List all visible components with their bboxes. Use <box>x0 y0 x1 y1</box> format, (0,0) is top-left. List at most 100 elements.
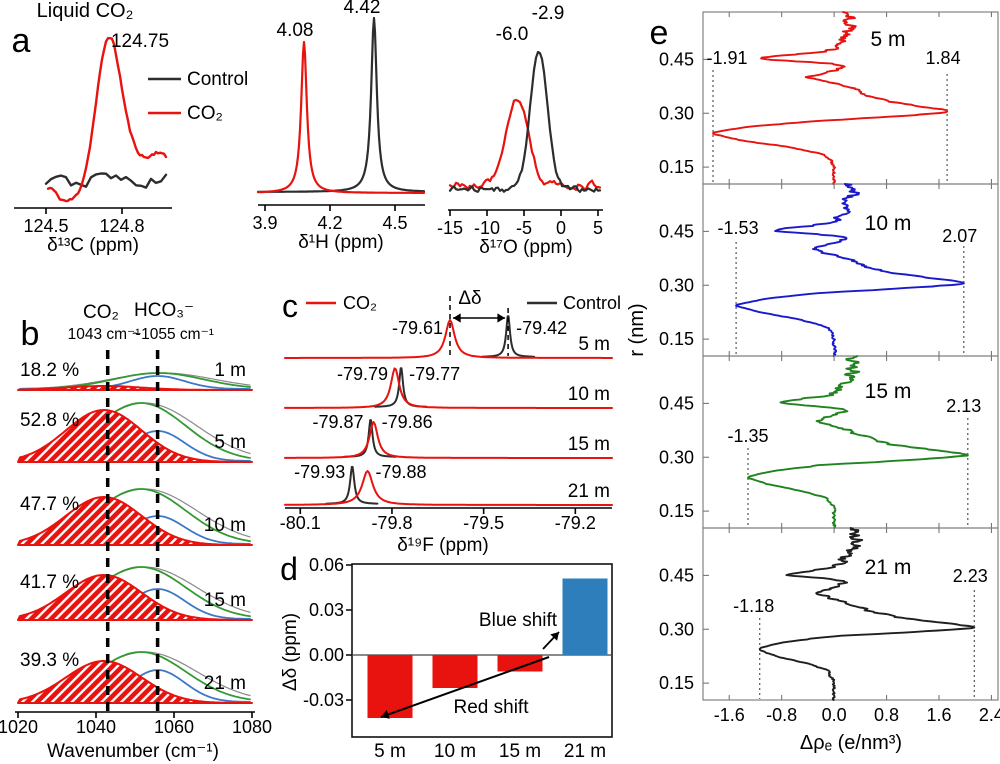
y-tick-label: -0.03 <box>303 690 344 710</box>
x-tick-label: -80.1 <box>280 513 321 533</box>
co2-fraction-label: 39.3 % <box>20 650 79 671</box>
plot-frame <box>351 563 613 738</box>
peak-value-label: -79.88 <box>376 462 427 482</box>
panel-e-label: e <box>650 14 669 52</box>
x-tick-label: 0.8 <box>874 705 899 725</box>
x-tick-label: 124.5 <box>23 216 68 236</box>
x-tick-label: 3.9 <box>252 213 277 233</box>
legend-label-control: Control <box>563 293 621 313</box>
panel-a-legend: Control CO₂ <box>148 69 248 124</box>
x-axis-title: δ¹³C (ppm) <box>47 235 139 256</box>
depth-label: 21 m <box>568 481 610 502</box>
co2-fraction-label: 47.7 % <box>20 494 79 515</box>
y-axis-title: r (nm) <box>626 303 648 356</box>
bar-21m <box>562 578 608 655</box>
y-tick-label: 0.45 <box>659 565 694 585</box>
co2-trace <box>284 470 613 506</box>
x-tick-label: -79.2 <box>555 513 596 533</box>
depth-label: 15 m <box>865 380 912 403</box>
x-category-label: 15 m <box>499 741 541 762</box>
nmr-row-10m: -79.79 -79.77 10 m <box>284 364 613 409</box>
x-category-label: 10 m <box>434 741 476 762</box>
peak-value-label: -79.42 <box>516 318 567 338</box>
depth-label: 15 m <box>204 590 246 611</box>
x-axis-title: Δρₑ (e/nm³) <box>800 732 902 754</box>
peak-value-label: -79.61 <box>392 318 443 338</box>
density-profile-trace <box>735 183 965 357</box>
bar-10m <box>432 655 478 688</box>
min-value-label: -1.91 <box>707 48 748 68</box>
co2-trace <box>284 367 613 409</box>
density-profile-trace <box>712 11 949 185</box>
legend-label-control: Control <box>187 69 248 90</box>
panel-d-label: d <box>280 551 298 587</box>
y-tick-label: 0.03 <box>309 600 344 620</box>
y-tick-label: 0.45 <box>659 221 694 241</box>
y-tick-label: 0.06 <box>309 555 344 575</box>
y-tick-label: 0.30 <box>659 619 694 639</box>
x-tick-label: -5 <box>516 218 532 238</box>
header-bicarb: HCO₃⁻ <box>134 300 194 321</box>
co2-trace <box>284 319 613 359</box>
x-tick-label: 1060 <box>154 717 194 737</box>
x-axis-title: δ¹H (ppm) <box>298 232 384 253</box>
x-axis-title: δ¹⁹F (ppm) <box>397 535 489 556</box>
profile-panel-10m: 0.45 0.30 0.15 -1.53 2.07 10 m <box>659 183 999 357</box>
x-tick-label: 124.8 <box>99 216 144 236</box>
control-trace <box>44 172 168 189</box>
min-value-label: -1.35 <box>727 426 768 446</box>
depth-label: 5 m <box>214 432 246 453</box>
y-tick-label: 0.15 <box>659 157 694 177</box>
y-tick-label: 0.15 <box>659 329 694 349</box>
depth-label: 1 m <box>214 360 246 381</box>
control-trace <box>448 50 602 193</box>
panel-b-label: b <box>21 315 40 353</box>
ftir-row-15m: 41.7 % 15 m <box>17 566 253 621</box>
x-tick-label: -79.8 <box>371 513 412 533</box>
y-tick-label: 0.30 <box>659 447 694 467</box>
peak-value-label: 4.08 <box>277 20 314 41</box>
depth-label: 21 m <box>204 673 246 694</box>
nmr-subplot-o17: -15 -10 -5 0 5 δ¹⁷O (ppm) -6.0-2.9 <box>437 3 603 258</box>
y-tick-label: 0.30 <box>659 275 694 295</box>
peak-value-label: -6.0 <box>496 24 529 45</box>
co2-fraction-label: 18.2 % <box>20 360 79 381</box>
bar-15m <box>497 655 543 672</box>
depth-label: 5 m <box>870 28 905 51</box>
x-tick-label: 1020 <box>0 717 38 737</box>
max-value-label: 2.13 <box>946 396 981 416</box>
legend-label-co2: CO₂ <box>187 103 223 124</box>
ftir-row-10m: 47.7 % 10 m <box>17 488 253 546</box>
x-category-label: 5 m <box>374 741 406 762</box>
x-tick-label: 0.0 <box>822 705 847 725</box>
co2-trace <box>256 40 426 194</box>
arrow-head <box>497 313 506 323</box>
x-tick-label: 4.2 <box>317 213 342 233</box>
peak-value-label: 4.42 <box>344 0 381 18</box>
peak-value-label: -79.77 <box>409 364 460 384</box>
x-tick-label: 0 <box>556 218 566 238</box>
ftir-row-5m: 52.8 % 5 m <box>17 402 253 463</box>
co2-band <box>17 385 253 391</box>
legend-label-co2: CO₂ <box>343 293 377 313</box>
y-tick-label: 0.15 <box>659 501 694 521</box>
red-shift-arrow <box>380 656 550 719</box>
min-value-label: -1.53 <box>718 218 759 238</box>
co2-fraction-label: 41.7 % <box>20 572 79 593</box>
max-value-label: 2.07 <box>942 226 977 246</box>
x-tick-label: -0.8 <box>766 705 797 725</box>
co2-trace <box>46 36 168 203</box>
peak-value-label: -2.9 <box>532 3 565 24</box>
panel-c-label: c <box>282 288 298 324</box>
depth-label: 10 m <box>204 515 246 536</box>
control-trace <box>256 16 426 193</box>
co2-band <box>17 496 253 546</box>
arrow-head <box>453 313 461 323</box>
density-profile-trace <box>758 527 976 701</box>
panel-a-label: a <box>12 22 31 60</box>
x-tick-label: 5 <box>593 218 603 238</box>
